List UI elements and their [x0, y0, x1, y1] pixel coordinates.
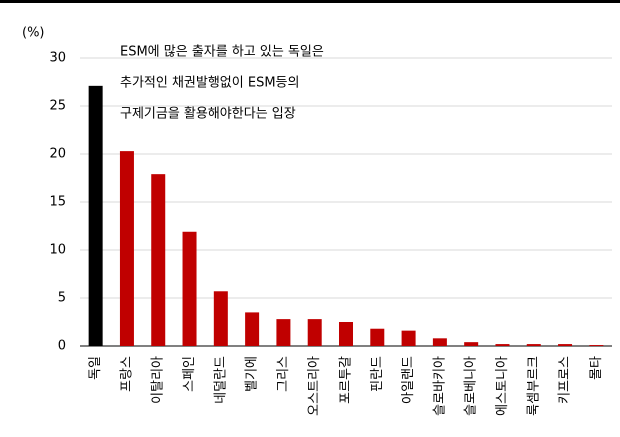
x-tick-label: 네덜란드: [213, 356, 228, 404]
bar: [589, 345, 604, 346]
x-tick-label: 그리스: [276, 356, 291, 392]
top-rule: [0, 0, 620, 3]
bar: [119, 151, 134, 346]
bar: [245, 312, 260, 346]
x-tick-label: 핀란드: [370, 356, 385, 392]
bar: [307, 319, 322, 346]
x-tick-label: 포르투갈: [339, 356, 354, 404]
bar: [151, 174, 166, 346]
bar: [526, 344, 541, 346]
bar: [276, 319, 291, 346]
y-tick-label: 0: [58, 339, 66, 354]
y-tick-label: 25: [49, 99, 66, 114]
bar: [558, 344, 573, 346]
annotation: ESM에 많은 출자를 하고 있는 독일은: [120, 45, 324, 60]
bar: [464, 342, 479, 346]
bar: [432, 338, 447, 346]
x-tick-label: 프랑스: [119, 356, 134, 392]
bar: [339, 322, 353, 346]
x-tick-label: 에스토니아: [495, 356, 510, 416]
y-tick-label: 5: [58, 291, 66, 306]
bar: [401, 330, 416, 346]
bar: [495, 344, 510, 346]
bar: [213, 291, 228, 346]
x-tick-label: 아일랜드: [401, 356, 416, 404]
x-tick-label: 독일: [88, 356, 103, 380]
y-tick-label: 20: [49, 147, 66, 162]
y-tick-label: 30: [49, 51, 66, 66]
annotation: 추가적인 채권발행없이 ESM등의: [120, 75, 299, 91]
annotation: 구제기금을 활용해야한다는 입장: [120, 107, 296, 122]
x-tick-label: 이탈리아: [151, 356, 166, 404]
bar: [182, 231, 197, 346]
x-tick-label: 룩셈부르크: [526, 356, 541, 416]
x-tick-label: 몰타: [589, 356, 604, 380]
y-tick-label: 15: [49, 195, 66, 210]
x-tick-label: 오스트리아: [307, 356, 322, 416]
bar: [370, 328, 385, 346]
y-unit: (%): [22, 26, 45, 41]
x-tick-label: 슬로베니아: [464, 356, 479, 416]
x-tick-label: 벨기에: [245, 356, 260, 392]
bar: [88, 85, 103, 346]
x-tick-label: 키프로스: [558, 356, 573, 404]
y-tick-label: 10: [49, 243, 66, 258]
x-tick-label: 슬로바키아: [432, 356, 447, 416]
x-tick-label: 스페인: [182, 356, 197, 392]
